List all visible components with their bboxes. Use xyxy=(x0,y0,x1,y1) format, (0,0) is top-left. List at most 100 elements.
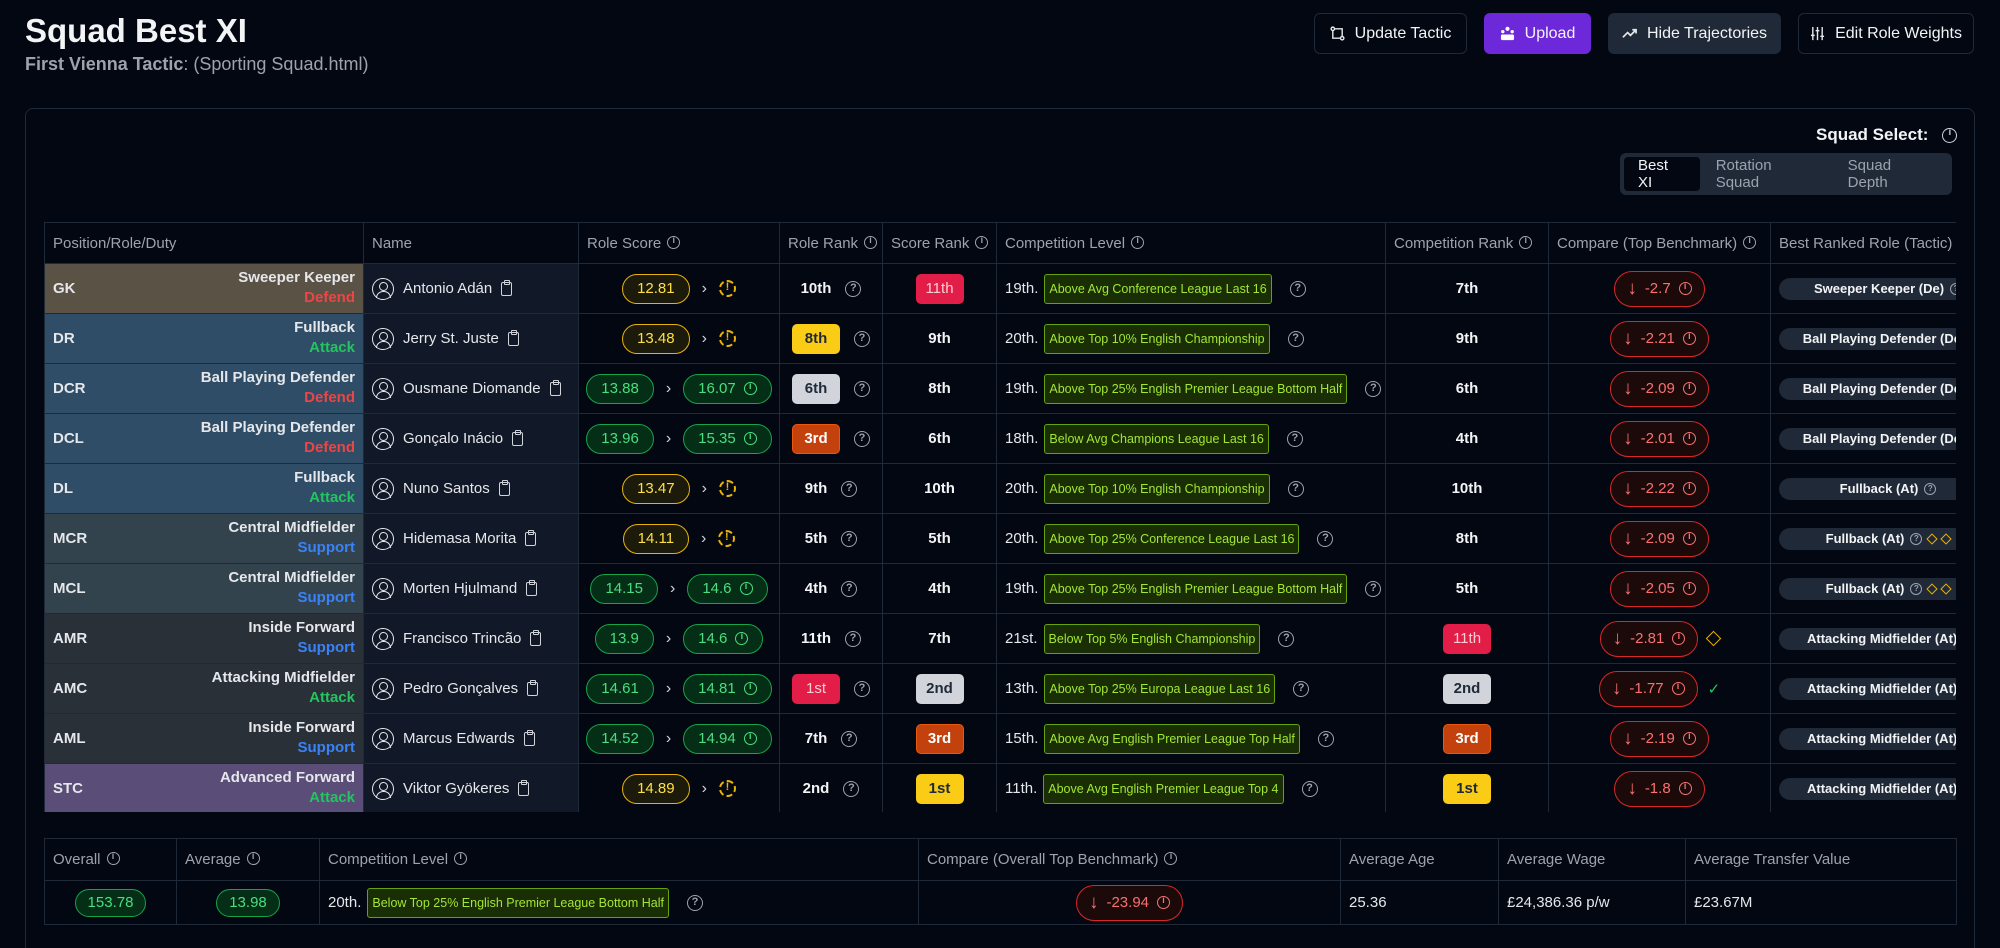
player-name[interactable]: Hidemasa Morita xyxy=(403,530,517,547)
warning-icon[interactable] xyxy=(718,780,736,797)
warning-icon[interactable] xyxy=(718,330,736,347)
table-row[interactable]: DCR Ball Playing Defender Defend Ousmane… xyxy=(44,363,1956,414)
col-score-rank[interactable]: Score Rank xyxy=(882,222,997,264)
help-icon[interactable] xyxy=(1317,530,1334,547)
warning-icon[interactable] xyxy=(718,530,736,547)
player-name[interactable]: Pedro Gonçalves xyxy=(403,680,519,697)
clipboard-icon[interactable] xyxy=(518,779,530,796)
table-row[interactable]: STC Advanced Forward Attack Viktor Gyöke… xyxy=(44,763,1956,812)
help-icon[interactable] xyxy=(1287,480,1304,497)
info-icon[interactable] xyxy=(1682,531,1696,545)
table-row[interactable]: MCL Central Midfielder Support Morten Hj… xyxy=(44,563,1956,614)
info-icon[interactable] xyxy=(667,235,681,249)
info-icon[interactable] xyxy=(1682,381,1696,395)
table-row[interactable]: DR Fullback Attack Jerry St. Juste 13.48… xyxy=(44,313,1956,364)
help-icon[interactable] xyxy=(843,780,860,797)
info-icon[interactable] xyxy=(735,631,749,645)
table-row[interactable]: AMR Inside Forward Support Francisco Tri… xyxy=(44,613,1956,664)
help-icon[interactable] xyxy=(1365,380,1382,397)
help-icon[interactable] xyxy=(854,330,870,347)
update-tactic-button[interactable]: Update Tactic xyxy=(1314,13,1467,54)
player-name[interactable]: Marcus Edwards xyxy=(403,730,515,747)
info-icon[interactable] xyxy=(1672,631,1686,645)
help-icon[interactable] xyxy=(854,430,870,447)
info-icon[interactable] xyxy=(1164,851,1178,865)
info-icon[interactable] xyxy=(1678,281,1692,295)
info-icon[interactable] xyxy=(743,731,757,745)
clipboard-icon[interactable] xyxy=(549,379,561,396)
info-icon[interactable] xyxy=(1682,431,1696,445)
player-name[interactable]: Ousmane Diomande xyxy=(403,380,541,397)
tab-squad-depth[interactable]: Squad Depth xyxy=(1847,157,1892,191)
table-row[interactable]: AML Inside Forward Support Marcus Edward… xyxy=(44,713,1956,764)
col-compare-benchmark[interactable]: Compare (Top Benchmark) xyxy=(1548,222,1771,264)
help-icon[interactable] xyxy=(841,480,858,497)
help-icon[interactable] xyxy=(1924,482,1937,495)
warning-icon[interactable] xyxy=(718,480,736,497)
help-icon[interactable] xyxy=(841,530,858,547)
clipboard-icon[interactable] xyxy=(523,729,535,746)
info-icon[interactable] xyxy=(1131,235,1145,249)
edit-role-weights-button[interactable]: Edit Role Weights xyxy=(1798,13,1974,54)
help-icon[interactable] xyxy=(1286,430,1303,447)
info-icon[interactable] xyxy=(106,851,120,865)
hide-trajectories-button[interactable]: Hide Trajectories xyxy=(1608,13,1781,54)
player-name[interactable]: Morten Hjulmand xyxy=(403,580,518,597)
player-name[interactable]: Francisco Trincão xyxy=(403,630,522,647)
clipboard-icon[interactable] xyxy=(525,529,537,546)
col-competition-rank[interactable]: Competition Rank xyxy=(1385,222,1549,264)
info-icon[interactable] xyxy=(1682,731,1696,745)
col-position[interactable]: Position/Role/Duty xyxy=(44,222,364,264)
info-icon[interactable] xyxy=(743,681,757,695)
table-row[interactable]: DCL Ball Playing Defender Defend Gonçalo… xyxy=(44,413,1956,464)
info-icon[interactable] xyxy=(1682,581,1696,595)
info-icon[interactable] xyxy=(743,381,757,395)
info-icon[interactable] xyxy=(864,235,878,249)
table-row[interactable]: GK Sweeper Keeper Defend Antonio Adán 12… xyxy=(44,263,1956,314)
info-icon[interactable] xyxy=(246,851,260,865)
table-row[interactable]: AMC Attacking Midfielder Attack Pedro Go… xyxy=(44,663,1956,714)
help-icon[interactable] xyxy=(686,894,703,911)
help-icon[interactable] xyxy=(845,630,861,647)
help-icon[interactable] xyxy=(1317,730,1334,747)
clipboard-icon[interactable] xyxy=(527,679,539,696)
col-role-rank[interactable]: Role Rank xyxy=(779,222,883,264)
player-name[interactable]: Jerry St. Juste xyxy=(403,330,499,347)
table-row[interactable]: MCR Central Midfielder Support Hidemasa … xyxy=(44,513,1956,564)
clipboard-icon[interactable] xyxy=(530,629,542,646)
help-icon[interactable] xyxy=(1278,630,1295,647)
help-icon[interactable] xyxy=(1287,330,1304,347)
col-name[interactable]: Name xyxy=(363,222,579,264)
player-name[interactable]: Viktor Gyökeres xyxy=(403,780,510,797)
table-row[interactable]: DL Fullback Attack Nuno Santos 13.47 › 9t… xyxy=(44,463,1956,514)
info-icon[interactable] xyxy=(739,581,753,595)
info-icon[interactable] xyxy=(454,851,468,865)
clipboard-icon[interactable] xyxy=(501,279,513,296)
tab-rotation-squad[interactable]: Rotation Squad xyxy=(1715,157,1772,191)
player-name[interactable]: Gonçalo Inácio xyxy=(403,430,504,447)
help-icon[interactable] xyxy=(1365,580,1382,597)
clipboard-icon[interactable] xyxy=(507,329,519,346)
col-role-score[interactable]: Role Score xyxy=(578,222,780,264)
upload-button[interactable]: Upload xyxy=(1484,13,1591,54)
clipboard-icon[interactable] xyxy=(526,579,538,596)
info-icon[interactable] xyxy=(1519,235,1533,249)
col-competition-level[interactable]: Competition Level xyxy=(996,222,1386,264)
info-icon[interactable] xyxy=(1682,331,1696,345)
help-icon[interactable] xyxy=(1910,532,1923,545)
player-name[interactable]: Nuno Santos xyxy=(403,480,490,497)
info-icon[interactable] xyxy=(975,235,989,249)
help-icon[interactable] xyxy=(1289,280,1306,297)
help-icon[interactable] xyxy=(841,730,858,747)
help-icon[interactable] xyxy=(1293,680,1310,697)
help-icon[interactable] xyxy=(1910,582,1923,595)
info-icon[interactable] xyxy=(743,431,757,445)
help-icon[interactable] xyxy=(1301,780,1318,797)
tab-best-xi[interactable]: Best XI xyxy=(1624,157,1700,191)
info-icon[interactable] xyxy=(1743,235,1757,249)
help-icon[interactable] xyxy=(854,680,870,697)
help-icon[interactable] xyxy=(845,280,862,297)
help-icon[interactable] xyxy=(854,380,870,397)
info-icon[interactable] xyxy=(1682,481,1696,495)
help-icon[interactable] xyxy=(1950,282,1956,295)
